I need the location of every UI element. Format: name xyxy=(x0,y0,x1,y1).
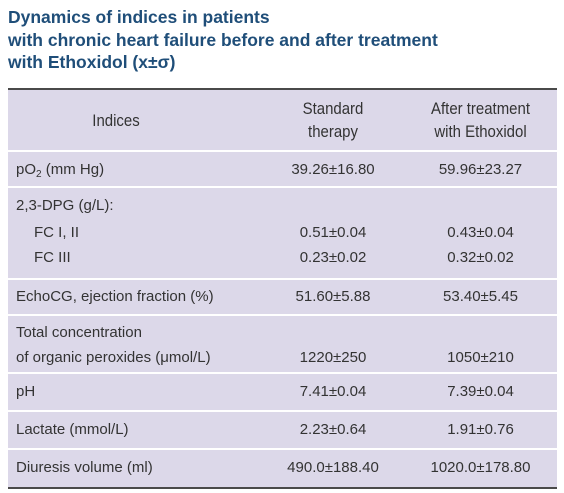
data-table: Indices Standard therapy After treatment… xyxy=(8,88,557,489)
diuresis-after: 1020.0±178.80 xyxy=(430,459,531,476)
table-row-diuresis: Diuresis volume (ml) 490.0±188.40 1020.0… xyxy=(8,450,557,487)
table-title: Dynamics of indices in patients with chr… xyxy=(8,6,556,74)
fc3-standard: 0.23±0.02 xyxy=(299,249,367,266)
row-divider xyxy=(8,150,557,152)
ph-after: 7.39±0.04 xyxy=(447,383,514,400)
peroxides-standard: 1220±250 xyxy=(299,349,367,366)
po2-label: pO2 (mm Hg) xyxy=(16,161,105,180)
title-line-1: Dynamics of indices in patients xyxy=(8,7,270,27)
diuresis-label: Diuresis volume (ml) xyxy=(16,459,153,476)
row-divider xyxy=(8,186,557,188)
fc12-after: 0.43±0.04 xyxy=(447,224,514,241)
lactate-label: Lactate (mmol/L) xyxy=(16,421,129,438)
row-divider xyxy=(8,448,557,450)
row-divider xyxy=(8,278,557,280)
fc12-label: FC I, II xyxy=(34,224,79,241)
table-row-dpg: 2,3-DPG (g/L): FC I, II 0.51±0.04 0.43±0… xyxy=(8,188,557,278)
diuresis-standard: 490.0±188.40 xyxy=(287,459,379,476)
fc3-label: FC III xyxy=(34,249,71,266)
header-row: Indices Standard therapy After treatment… xyxy=(8,90,557,150)
row-divider xyxy=(8,410,557,412)
table-row-echo: EchoCG, ejection fraction (%) 51.60±5.88… xyxy=(8,280,557,314)
fc12-standard: 0.51±0.04 xyxy=(299,224,367,241)
fc3-after: 0.32±0.02 xyxy=(447,249,514,266)
ph-label: pH xyxy=(16,383,36,400)
echo-after: 53.40±5.45 xyxy=(443,288,518,305)
table-row-po2: pO2 (mm Hg) 39.26±16.80 59.96±23.27 xyxy=(8,152,557,186)
table-row-peroxides: Total concentration of organic peroxides… xyxy=(8,316,557,372)
header-after-line1: After treatment xyxy=(431,99,530,118)
header-indices: Indices xyxy=(92,111,140,130)
peroxides-label-line1: Total concentration xyxy=(16,324,142,341)
header-after-line2: with Ethoxidol xyxy=(434,122,527,141)
po2-after: 59.96±23.27 xyxy=(438,161,523,178)
header-standard-line2: therapy xyxy=(308,122,358,141)
echo-standard: 51.60±5.88 xyxy=(295,288,371,305)
header-standard-line1: Standard xyxy=(302,99,364,118)
row-divider xyxy=(8,314,557,316)
peroxides-after: 1050±210 xyxy=(447,349,514,366)
title-line-3: with Ethoxidol (x±σ) xyxy=(8,52,176,72)
table-row-lactate: Lactate (mmol/L) 2.23±0.64 1.91±0.76 xyxy=(8,412,557,448)
echo-label: EchoCG, ejection fraction (%) xyxy=(16,288,214,305)
ph-standard: 7.41±0.04 xyxy=(299,383,367,400)
po2-standard: 39.26±16.80 xyxy=(291,161,375,178)
row-divider xyxy=(8,372,557,374)
lactate-after: 1.91±0.76 xyxy=(447,421,514,438)
peroxides-label-line2: of organic peroxides (μmol/L) xyxy=(16,349,211,366)
lactate-standard: 2.23±0.64 xyxy=(299,421,367,438)
table-row-ph: pH 7.41±0.04 7.39±0.04 xyxy=(8,374,557,410)
dpg-label: 2,3-DPG (g/L): xyxy=(16,197,114,214)
title-line-2: with chronic heart failure before and af… xyxy=(8,29,438,50)
